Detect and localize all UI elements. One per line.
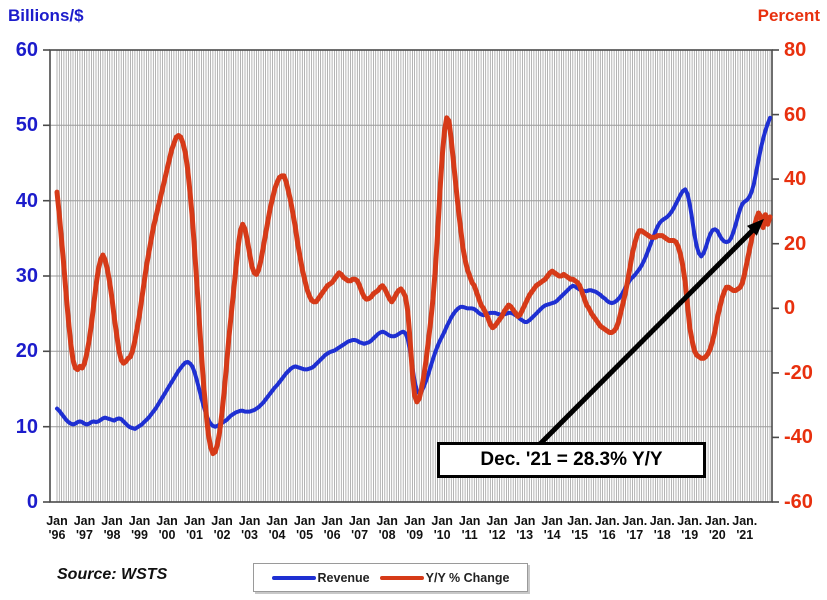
x-axis-tick-label: Jan '10	[431, 514, 453, 542]
x-axis-tick-label: Jan '07	[348, 514, 371, 542]
right-axis-tick-label: 0	[784, 297, 796, 320]
x-axis-tick-label: Jan. '20	[704, 514, 730, 542]
x-axis-tick-label: Jan '05	[293, 514, 316, 542]
legend-label-revenue: Revenue	[317, 570, 370, 585]
x-axis-tick-label: Jan '13	[513, 514, 536, 542]
annotation-callout: Dec. '21 = 28.3% Y/Y	[437, 442, 706, 478]
x-axis-tick-label: Jan '03	[238, 514, 261, 542]
legend-label-yoy: Y/Y % Change	[425, 570, 510, 585]
x-axis-tick-label: Jan '09	[403, 514, 426, 542]
x-axis-tick-label: Jan. '16	[594, 514, 620, 542]
x-axis-tick-label: Jan '14	[541, 514, 563, 542]
x-axis-tick-label: Jan. '15	[567, 514, 593, 542]
left-axis-tick-label: 50	[15, 114, 38, 137]
source-note: Source: WSTS	[57, 566, 168, 583]
legend-item-yoy: Y/Y % Change	[379, 570, 510, 585]
x-axis-tick-label: Jan. '17	[622, 514, 648, 542]
x-axis-tick-label: Jan '06	[321, 514, 343, 542]
yoy-line-swatch	[379, 575, 424, 580]
left-axis-tick-label: 0	[26, 491, 38, 513]
x-axis-tick-label: Jan '02	[211, 514, 233, 542]
right-axis-tick-label: 60	[784, 103, 807, 126]
legend-item-revenue: Revenue	[271, 570, 370, 585]
x-axis-tick-label: Jan '12	[486, 514, 508, 542]
left-axis-title: Billions/$	[8, 6, 84, 25]
x-axis-tick-label: Jan '98	[101, 514, 123, 542]
right-axis-title: Percent	[757, 6, 820, 25]
right-axis-tick-label: 40	[784, 168, 807, 191]
x-axis-tick-label: Jan. '21	[732, 514, 758, 542]
x-axis-tick-label: Jan. '19	[677, 514, 703, 542]
left-axis-tick-label: 60	[15, 39, 38, 61]
x-axis-tick-label: Jan '01	[183, 514, 206, 542]
x-axis-tick-label: Jan '08	[376, 514, 398, 542]
x-axis-tick-label: Jan '96	[46, 514, 68, 542]
x-axis-tick-label: Jan '99	[128, 514, 151, 542]
revenue-line-swatch	[271, 575, 316, 580]
right-axis-tick-label: -60	[784, 491, 813, 513]
annotation-arrowhead	[747, 218, 764, 236]
x-axis-tick-label: Jan '04	[266, 514, 288, 542]
left-axis-tick-label: 40	[15, 189, 38, 212]
annotation-text: Dec. '21 = 28.3% Y/Y	[480, 449, 663, 470]
x-axis-tick-label: Jan '00	[156, 514, 178, 542]
right-axis-tick-label: -20	[784, 361, 813, 384]
right-axis-tick-label: 20	[784, 232, 807, 255]
series-line-y-y-change	[54, 115, 773, 457]
x-axis-tick-label: Jan '97	[73, 514, 96, 542]
x-axis-tick-label: Jan '11	[458, 514, 481, 542]
left-axis-tick-label: 20	[15, 340, 38, 363]
legend: Revenue Y/Y % Change	[253, 563, 528, 592]
right-axis-tick-label: -40	[784, 426, 813, 449]
left-axis-tick-label: 30	[15, 265, 38, 287]
x-axis-tick-label: Jan. '18	[649, 514, 675, 542]
right-axis-tick-label: 80	[784, 39, 807, 61]
annotation-arrow-line	[538, 225, 758, 446]
left-axis-tick-label: 10	[15, 415, 38, 438]
